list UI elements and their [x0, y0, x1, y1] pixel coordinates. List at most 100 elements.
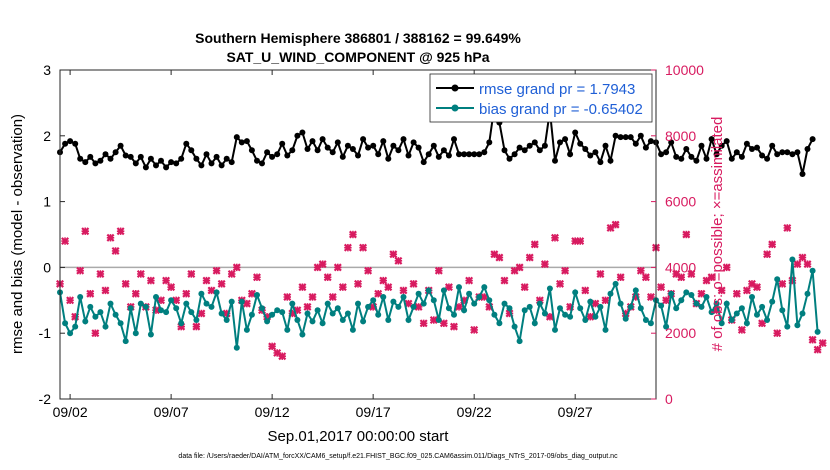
assimilated-marker — [389, 250, 398, 259]
rmse-point — [506, 155, 513, 162]
rmse-point — [415, 144, 422, 151]
rmse-point — [541, 142, 548, 149]
rmse-point — [557, 139, 563, 146]
bias-point — [451, 311, 457, 318]
assimilated-marker — [697, 289, 706, 298]
bias-point — [238, 298, 245, 305]
bias-point — [405, 317, 412, 323]
bias-point — [198, 290, 205, 297]
assimilated-marker — [303, 302, 312, 311]
rmse-point — [774, 151, 781, 158]
bias-point — [112, 311, 119, 318]
rmse-point — [223, 155, 230, 162]
assimilated-marker — [192, 322, 201, 331]
assimilated-marker — [561, 266, 570, 275]
y-tick-label-right: 8000 — [665, 128, 696, 144]
bias-point — [319, 320, 326, 327]
x-tick-label: 09/12 — [255, 404, 290, 420]
assimilated-marker — [742, 286, 751, 295]
bias-point — [142, 303, 149, 310]
bias-point — [284, 326, 291, 333]
bias-point — [743, 320, 750, 327]
assimilated-marker — [793, 260, 802, 269]
bias-point — [769, 298, 776, 305]
bias-point — [299, 331, 306, 338]
rmse-point — [445, 152, 452, 159]
rmse-point — [461, 151, 468, 158]
bias-point — [536, 300, 543, 307]
bias-point — [365, 303, 372, 310]
assimilated-marker — [434, 266, 443, 275]
assimilated-marker — [818, 339, 827, 348]
assimilated-marker — [298, 283, 307, 292]
bias-point — [718, 320, 725, 327]
bias-point — [557, 305, 563, 312]
bias-point — [481, 284, 488, 291]
assimilated-marker — [111, 246, 120, 255]
assimilated-marker — [182, 289, 191, 298]
rmse-point — [355, 152, 361, 159]
rmse-point — [597, 159, 604, 166]
y-tick-label-right: 10000 — [665, 62, 704, 78]
bias-point — [339, 317, 346, 323]
rmse-point — [658, 151, 665, 158]
y-tick-label-left: 1 — [43, 194, 51, 210]
bias-point — [188, 309, 195, 316]
assimilated-marker — [556, 279, 565, 288]
bias-point — [72, 323, 79, 330]
bias-point — [784, 323, 791, 330]
rmse-point — [713, 151, 720, 158]
rmse-point — [248, 147, 255, 154]
bias-point — [97, 309, 104, 316]
rmse-point — [97, 157, 104, 164]
rmse-point — [738, 153, 745, 160]
bias-point — [587, 298, 594, 305]
rmse-point — [405, 152, 412, 159]
bias-point — [67, 330, 74, 337]
rmse-point — [617, 134, 624, 141]
bias-point — [294, 317, 301, 323]
assimilated-marker — [551, 233, 559, 242]
rmse-point — [572, 129, 579, 136]
rmse-point — [339, 153, 346, 160]
rmse-point — [400, 136, 407, 143]
rmse-point — [531, 139, 538, 146]
y-tick-label-left: 2 — [43, 128, 51, 144]
assimilated-marker — [530, 240, 539, 249]
rmse-point — [82, 159, 89, 166]
assimilated-marker — [747, 279, 756, 288]
rmse-point — [233, 134, 240, 141]
rmse-point — [471, 151, 478, 158]
bias-point — [622, 315, 629, 322]
bias-point — [203, 300, 210, 307]
rmse-point — [395, 147, 402, 154]
assimilated-marker — [338, 283, 347, 292]
bias-point — [173, 305, 180, 312]
rmse-point — [304, 146, 311, 152]
assimilated-marker — [803, 260, 812, 269]
rmse-point — [749, 146, 755, 152]
legend-bias-label: bias grand pr = -0.65402 — [479, 101, 643, 118]
assimilated-marker — [717, 286, 726, 295]
rmse-point — [193, 155, 200, 162]
bias-point — [476, 294, 483, 300]
bias-point — [698, 303, 705, 310]
bias-point — [486, 297, 493, 304]
assimilated-marker — [197, 309, 206, 318]
rmse-point — [370, 142, 377, 149]
bias-point — [572, 289, 579, 296]
rmse-point — [759, 152, 766, 159]
assimilated-marker — [758, 319, 767, 328]
bias-point — [501, 300, 508, 307]
rmse-point — [425, 151, 432, 158]
rmse-point — [294, 132, 301, 139]
y-tick-label-right: 2000 — [665, 325, 696, 341]
bias-point — [158, 307, 164, 314]
assimilated-marker — [364, 266, 373, 275]
bias-point — [541, 310, 548, 317]
rmse-point — [284, 152, 291, 159]
bias-point — [496, 320, 503, 327]
bias-point — [471, 300, 478, 307]
plot-area — [60, 70, 656, 399]
